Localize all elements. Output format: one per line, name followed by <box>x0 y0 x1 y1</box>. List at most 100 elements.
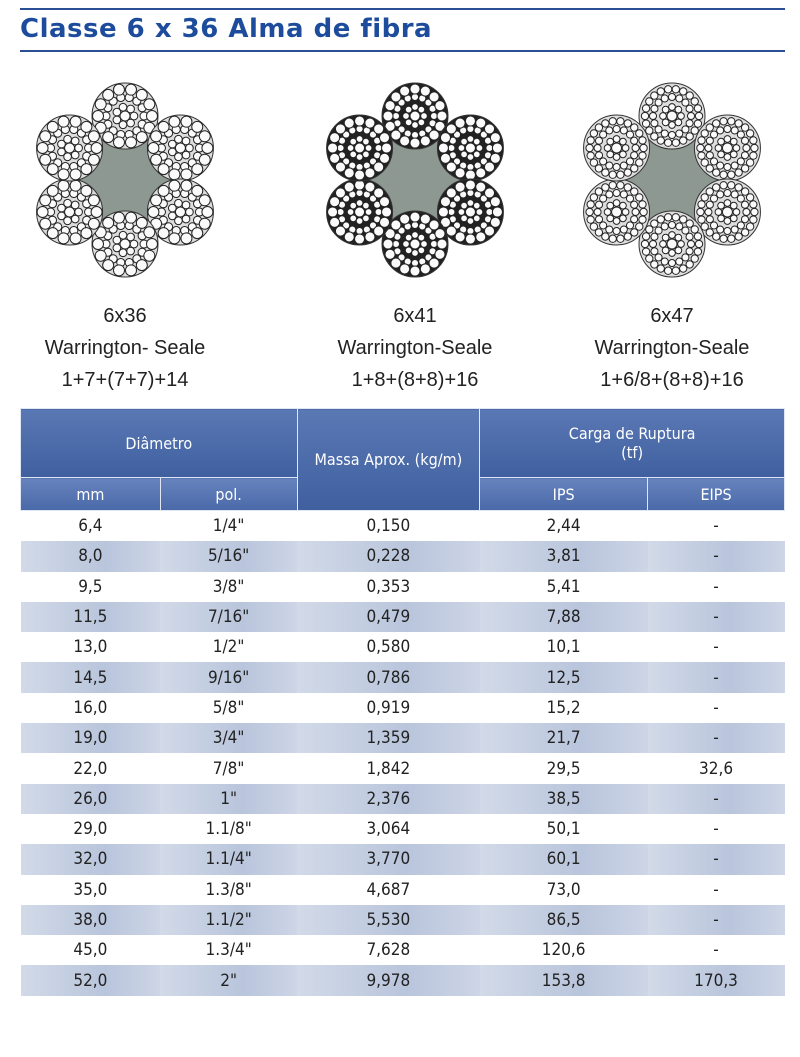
rope-shape <box>740 136 750 145</box>
rope-shape <box>411 121 419 129</box>
table-cell: 38,0 <box>20 904 161 936</box>
rope-shape <box>454 231 466 243</box>
rope-shape <box>354 169 366 181</box>
rope-shape <box>623 183 632 192</box>
rope-shape <box>428 257 440 269</box>
table-cell: 1/2" <box>212 637 245 658</box>
rope-shape <box>92 110 104 122</box>
rope-shape <box>355 199 364 207</box>
rope-shape <box>417 118 426 127</box>
rope-shape <box>736 130 745 139</box>
rope-shape <box>641 119 651 128</box>
rope-shape <box>667 220 677 230</box>
rope-shape <box>346 208 355 216</box>
table-cell: 3/8" <box>212 576 245 597</box>
rope-shape <box>460 214 468 223</box>
rope-shape <box>39 153 52 166</box>
rope-shape <box>439 132 452 144</box>
rope-shape <box>390 129 402 141</box>
rope-shape <box>92 238 104 250</box>
rope-shape <box>409 83 421 95</box>
rope-shape <box>146 110 158 122</box>
rope-shape <box>661 118 670 127</box>
rope-shape <box>635 193 644 202</box>
rope-shape <box>475 144 484 152</box>
rope-shape <box>362 150 370 159</box>
rope-shape <box>745 193 755 202</box>
rope-shape <box>409 137 421 149</box>
rope-shape <box>625 194 635 203</box>
table-cell: 32,6 <box>699 758 734 779</box>
rope-shape <box>381 206 393 218</box>
table-cell: 38,5 <box>479 783 648 814</box>
rope-shape <box>679 136 688 145</box>
rope-shape <box>181 214 191 224</box>
table-cell: 1" <box>160 783 298 814</box>
rope-shape <box>343 167 355 179</box>
rope-shape <box>645 225 654 234</box>
rope-shape <box>650 260 659 269</box>
rope-shape <box>605 190 614 199</box>
table-cell: 7/8" <box>212 758 245 779</box>
rope-shape <box>157 163 170 176</box>
rope-shape <box>730 126 739 135</box>
rope-shape <box>475 117 487 129</box>
rope-shape <box>147 206 160 218</box>
rope-shape <box>740 200 750 209</box>
rope-shape <box>373 225 385 237</box>
rope-shape <box>742 207 751 217</box>
rope-shape <box>80 184 93 197</box>
rope-shape <box>472 137 481 146</box>
rope-shape <box>126 118 135 128</box>
rope-shape <box>390 219 402 231</box>
table-row: 9,5 3/8" 0,353 5,41 - <box>21 572 785 602</box>
rope-shape <box>606 150 615 159</box>
rope-shape <box>472 150 481 159</box>
rope-shape <box>638 136 647 145</box>
table-row: 45,0 1.3/4" 7,628 120,6 - <box>21 935 785 965</box>
rope-shape <box>150 130 163 143</box>
rope-shape <box>475 181 487 193</box>
rope-name: 6x41 <box>393 305 437 327</box>
rope-shape <box>464 233 476 245</box>
rope-shape <box>343 181 355 193</box>
rope-shape <box>730 190 739 199</box>
table-cell: 0,228 <box>297 541 480 572</box>
rope-shape <box>674 118 683 127</box>
rope-shape <box>671 138 681 147</box>
rope-shape <box>417 105 426 114</box>
table-cell: - <box>647 723 785 754</box>
rope-shape <box>70 136 80 146</box>
rope-shape <box>125 264 138 277</box>
rope-construction: Warrington-Seale <box>594 337 750 359</box>
rope-shape <box>686 111 696 121</box>
rope-shape <box>436 238 448 250</box>
rope-shape <box>63 152 72 162</box>
rope-shape <box>466 217 475 225</box>
rope-shape <box>472 201 481 210</box>
rope-shape <box>619 190 628 199</box>
rope-shape <box>727 117 736 126</box>
rope-shape <box>589 222 599 231</box>
rope-shape <box>717 150 725 159</box>
rope-shape <box>700 193 709 202</box>
rope-shape <box>436 110 448 122</box>
table-cell: 2,376 <box>297 783 480 814</box>
rope-shape <box>102 216 115 229</box>
rope-shape <box>630 151 639 160</box>
rope-shape <box>709 130 719 139</box>
rope-shape <box>621 208 630 216</box>
rope-shape <box>721 142 733 154</box>
rope-shape <box>660 222 669 231</box>
rope-shape <box>650 119 659 128</box>
rope-shape <box>399 85 411 97</box>
rope-shape <box>674 233 683 242</box>
rope-shape <box>364 144 373 152</box>
rope-shape <box>354 142 366 154</box>
table-cell: - <box>713 637 719 658</box>
rope-shape <box>663 266 673 275</box>
rope-shape <box>723 162 732 172</box>
rope-shape <box>384 248 396 260</box>
rope-shape <box>198 217 211 230</box>
table-cell: 16,0 <box>73 697 108 718</box>
